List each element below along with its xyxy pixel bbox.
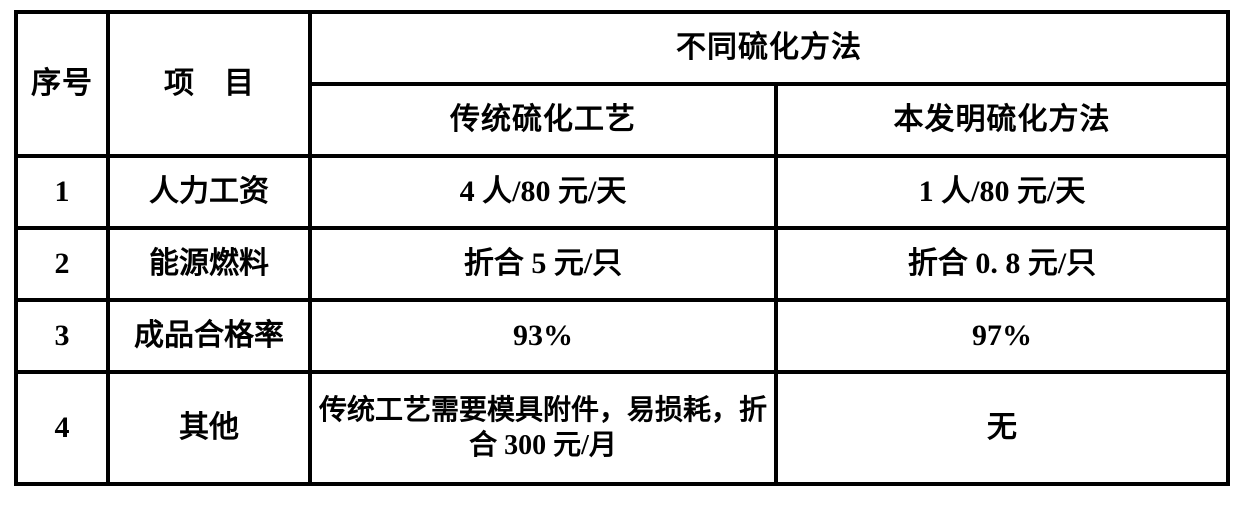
header-row-1: 序号 项 目 不同硫化方法 bbox=[16, 12, 1228, 84]
col-subheader-right: 本发明硫化方法 bbox=[776, 84, 1228, 156]
cell-left: 93% bbox=[310, 300, 776, 372]
cell-seq: 2 bbox=[16, 228, 108, 300]
cell-item: 成品合格率 bbox=[108, 300, 310, 372]
cell-item: 人力工资 bbox=[108, 156, 310, 228]
cell-right: 97% bbox=[776, 300, 1228, 372]
cell-seq: 1 bbox=[16, 156, 108, 228]
cell-left: 折合 5 元/只 bbox=[310, 228, 776, 300]
cell-left: 4 人/80 元/天 bbox=[310, 156, 776, 228]
col-header-item: 项 目 bbox=[108, 12, 310, 156]
col-header-group: 不同硫化方法 bbox=[310, 12, 1228, 84]
cell-item: 能源燃料 bbox=[108, 228, 310, 300]
cell-right: 1 人/80 元/天 bbox=[776, 156, 1228, 228]
cell-item: 其他 bbox=[108, 372, 310, 484]
cell-left: 传统工艺需要模具附件，易损耗，折合 300 元/月 bbox=[310, 372, 776, 484]
cell-right: 无 bbox=[776, 372, 1228, 484]
cell-seq: 4 bbox=[16, 372, 108, 484]
table-row: 1 人力工资 4 人/80 元/天 1 人/80 元/天 bbox=[16, 156, 1228, 228]
table-row: 3 成品合格率 93% 97% bbox=[16, 300, 1228, 372]
cell-right: 折合 0. 8 元/只 bbox=[776, 228, 1228, 300]
table-row: 4 其他 传统工艺需要模具附件，易损耗，折合 300 元/月 无 bbox=[16, 372, 1228, 484]
table-row: 2 能源燃料 折合 5 元/只 折合 0. 8 元/只 bbox=[16, 228, 1228, 300]
col-subheader-left: 传统硫化工艺 bbox=[310, 84, 776, 156]
comparison-table: 序号 项 目 不同硫化方法 传统硫化工艺 本发明硫化方法 1 人力工资 4 人/… bbox=[14, 10, 1230, 486]
col-header-seq: 序号 bbox=[16, 12, 108, 156]
cell-seq: 3 bbox=[16, 300, 108, 372]
